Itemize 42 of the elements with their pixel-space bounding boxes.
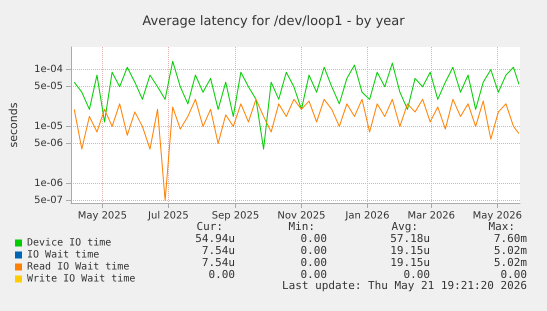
x-tick-label: Nov 2025	[277, 210, 326, 222]
legend-label: Read IO Wait time	[27, 262, 130, 272]
legend-label: Device IO time	[27, 238, 112, 248]
y-tick-label: 1e-06	[34, 178, 63, 189]
y-tick-label: 1e-04	[34, 64, 63, 76]
text: Last update: Thu May 21 19:21:20 2026	[282, 279, 528, 292]
text: 7.54u	[202, 256, 236, 269]
text: 0.00	[500, 268, 528, 281]
text: 0.00	[208, 268, 236, 281]
text: 7.60m	[494, 232, 528, 245]
line-series	[74, 98, 520, 201]
x-tick-label: Jan 2026	[344, 210, 390, 222]
text: 0.00	[300, 256, 328, 269]
text: Cur:	[196, 220, 224, 233]
legend-label: Write IO Wait time	[27, 274, 136, 284]
text: 0.00	[300, 232, 328, 245]
text: 57.18u	[390, 232, 430, 245]
legend-label: IO Wait time	[27, 250, 100, 260]
text: 0.00	[300, 244, 328, 257]
y-tick-label: 5e-06	[34, 138, 63, 150]
text: 5.02m	[494, 256, 528, 269]
x-tick-label: Jul 2025	[147, 210, 189, 222]
text: 7.54u	[202, 244, 236, 257]
y-tick-label: 5e-07	[34, 194, 63, 206]
y-axis-title: seconds	[7, 102, 20, 148]
text: 5.02m	[494, 244, 528, 257]
text: Max:	[488, 220, 516, 233]
chart-title: Average latency for /dev/loop1 - by year	[142, 14, 406, 29]
text: 0.00	[300, 268, 328, 281]
x-tick-label: May 2026	[472, 210, 522, 222]
text: 19.15u	[390, 256, 430, 269]
text: 0.00	[404, 268, 430, 281]
y-tick-label: 5e-05	[34, 81, 63, 92]
text: Min:	[288, 220, 316, 233]
x-tick-label: Sep 2025	[212, 210, 260, 222]
x-tick-label: May 2025	[78, 210, 128, 222]
x-tick-label: Mar 2026	[408, 210, 456, 222]
text: 54.94u	[195, 232, 236, 245]
y-tick-label: 1e-05	[34, 120, 63, 132]
text: 19.15u	[390, 244, 430, 257]
line-series	[74, 60, 520, 150]
text: Avg:	[392, 220, 418, 233]
